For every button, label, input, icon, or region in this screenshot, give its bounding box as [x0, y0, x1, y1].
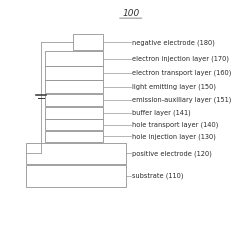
Bar	[45, 66, 103, 80]
Text: hole transport layer (140): hole transport layer (140)	[132, 122, 218, 128]
Text: emission-auxiliary layer (151): emission-auxiliary layer (151)	[132, 97, 231, 103]
Text: positive electrode (120): positive electrode (120)	[132, 150, 212, 156]
Text: hole injection layer (130): hole injection layer (130)	[132, 133, 216, 140]
Bar	[45, 131, 103, 142]
Bar	[26, 143, 126, 164]
Bar	[45, 119, 103, 130]
Text: buffer layer (141): buffer layer (141)	[132, 109, 191, 116]
Text: negative electrode (180): negative electrode (180)	[132, 39, 215, 46]
Text: light emitting layer (150): light emitting layer (150)	[132, 84, 216, 90]
Bar	[26, 165, 126, 187]
Bar	[45, 52, 103, 66]
Text: electron transport layer (160): electron transport layer (160)	[132, 70, 231, 76]
Bar	[45, 106, 103, 118]
Text: electron injection layer (170): electron injection layer (170)	[132, 55, 229, 62]
Bar	[45, 80, 103, 93]
Bar	[45, 94, 103, 106]
Bar	[73, 34, 103, 50]
Text: 100: 100	[122, 10, 139, 18]
Text: substrate (110): substrate (110)	[132, 173, 183, 179]
